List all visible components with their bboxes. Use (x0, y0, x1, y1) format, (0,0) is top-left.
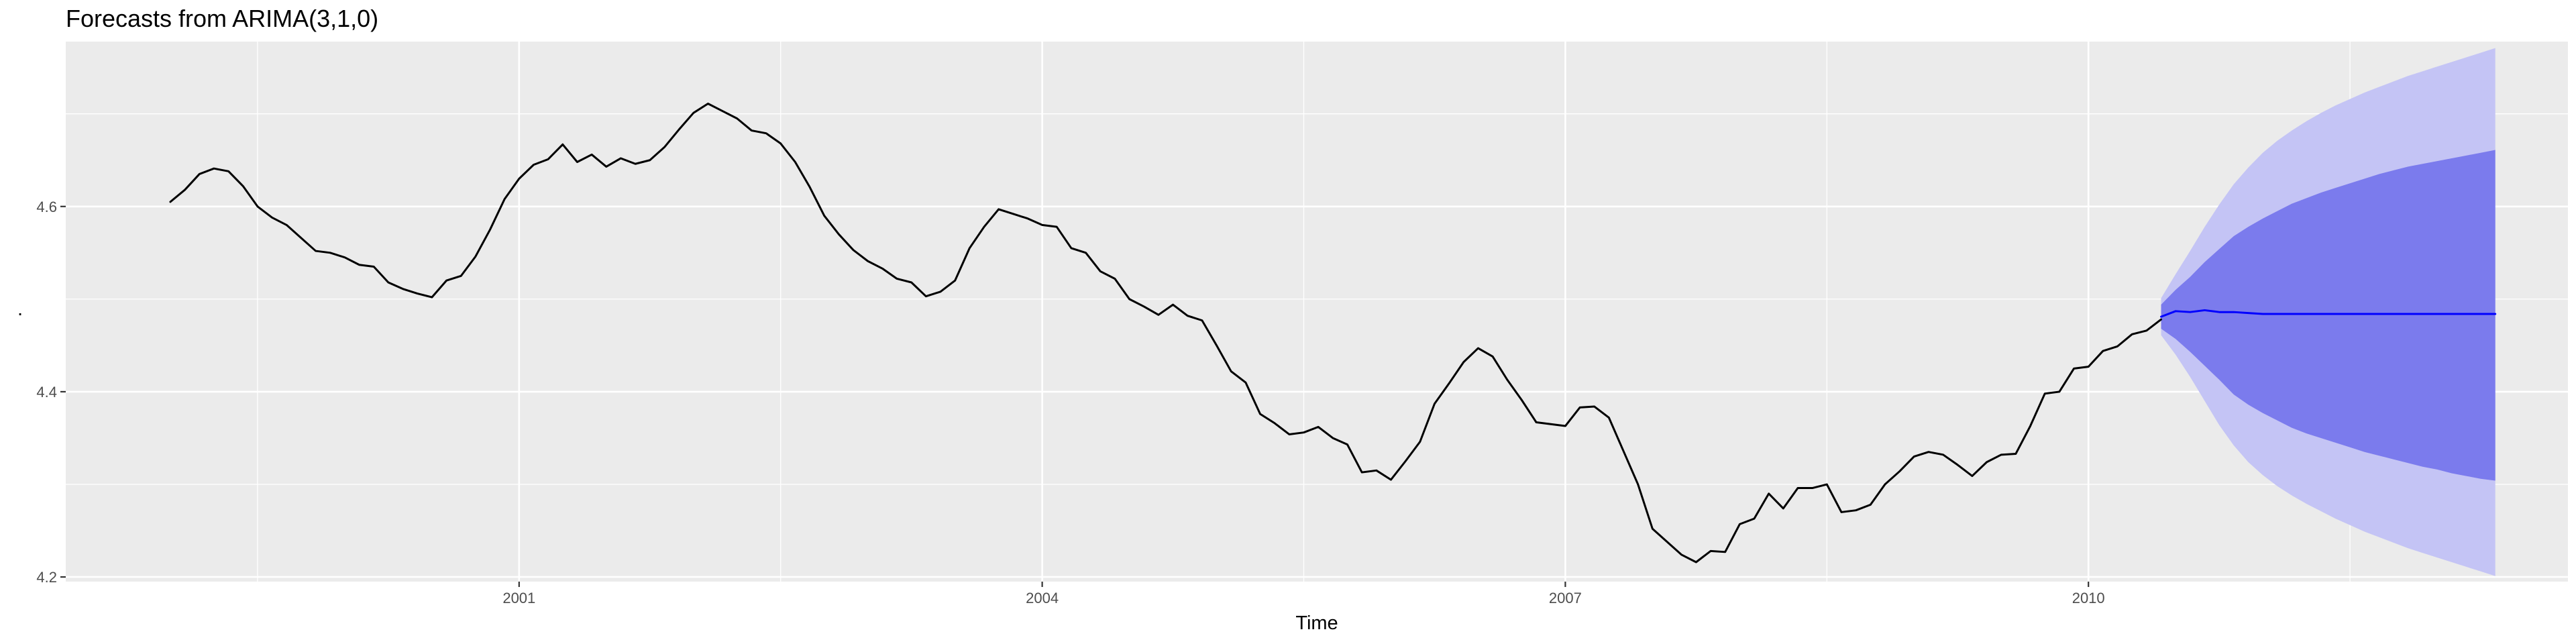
x-tick-label: 2001 (502, 590, 535, 606)
x-tick-label: 2010 (2072, 590, 2105, 606)
x-axis-title: Time (1295, 612, 1338, 634)
chart-title: Forecasts from ARIMA(3,1,0) (66, 5, 378, 32)
y-tick-label: 4.4 (36, 384, 57, 400)
prediction-band-80 (2161, 150, 2496, 481)
x-axis: 2001 2004 2007 2010 (502, 582, 2105, 606)
y-tick-label: 4.6 (36, 199, 57, 215)
plot-panel (66, 42, 2568, 582)
series-lines (169, 103, 2497, 564)
x-tick-label: 2007 (1549, 590, 1582, 606)
y-axis: 4.2 4.4 4.6 (36, 199, 66, 586)
y-axis-title: . (17, 299, 23, 320)
observed-series-line (169, 103, 2162, 564)
x-tick-label: 2004 (1026, 590, 1059, 606)
minor-gridlines (66, 42, 2568, 582)
major-gridlines (66, 42, 2568, 582)
y-tick-label: 4.2 (36, 569, 57, 586)
prediction-intervals (2161, 48, 2496, 576)
forecast-line (2160, 309, 2497, 318)
